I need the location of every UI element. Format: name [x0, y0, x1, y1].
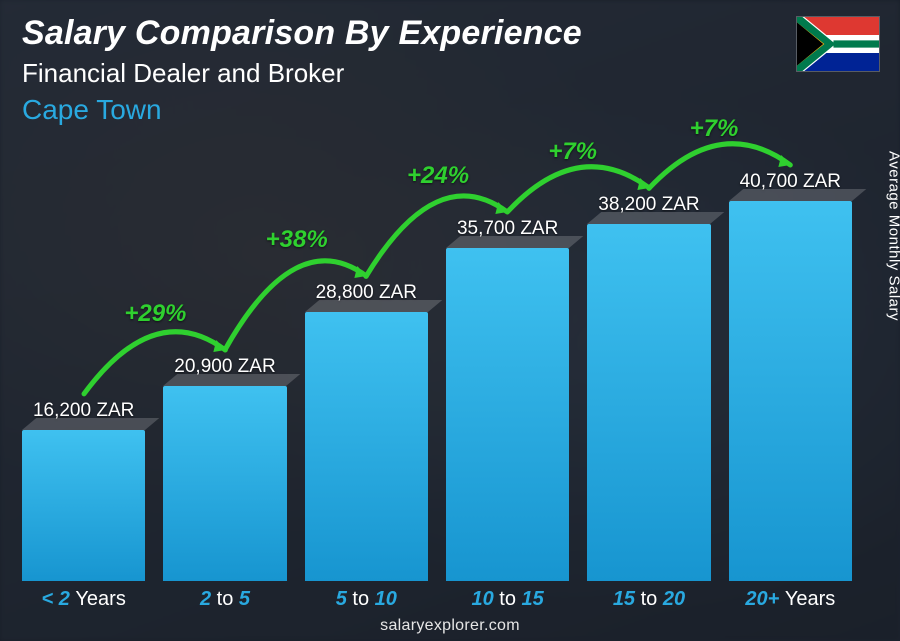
bar: [305, 312, 428, 581]
category-label: 20+ Years: [729, 588, 852, 611]
flag-south-africa: [796, 16, 880, 72]
category-label: 15 to 20: [587, 588, 710, 611]
bar: [163, 386, 286, 581]
category-label: 5 to 10: [305, 588, 428, 611]
chart-subtitle: Financial Dealer and Broker: [22, 58, 344, 89]
bar-slot: 20,900 ZAR: [163, 130, 286, 581]
footer-attribution: salaryexplorer.com: [0, 617, 900, 635]
bar-slot: 40,700 ZAR: [729, 130, 852, 581]
bar-slot: 28,800 ZAR: [305, 130, 428, 581]
category-label: 10 to 15: [446, 588, 569, 611]
category-row: < 2 Years 2 to 5 5 to 10 10 to 15 15 to 20 20…: [22, 588, 852, 611]
bar: [446, 248, 569, 581]
bar-slot: 16,200 ZAR: [22, 130, 145, 581]
y-axis-label: Average Monthly Salary: [886, 151, 900, 321]
bar: [22, 430, 145, 581]
bar-chart: 16,200 ZAR20,900 ZAR28,800 ZAR35,700 ZAR…: [22, 130, 852, 581]
chart-title: Salary Comparison By Experience: [22, 14, 582, 53]
bar: [729, 201, 852, 581]
chart-location: Cape Town: [22, 94, 162, 126]
bar: [587, 224, 710, 581]
bar-slot: 38,200 ZAR: [587, 130, 710, 581]
content-layer: Salary Comparison By Experience Financia…: [0, 0, 900, 641]
category-label: < 2 Years: [22, 588, 145, 611]
bar-slot: 35,700 ZAR: [446, 130, 569, 581]
category-label: 2 to 5: [163, 588, 286, 611]
